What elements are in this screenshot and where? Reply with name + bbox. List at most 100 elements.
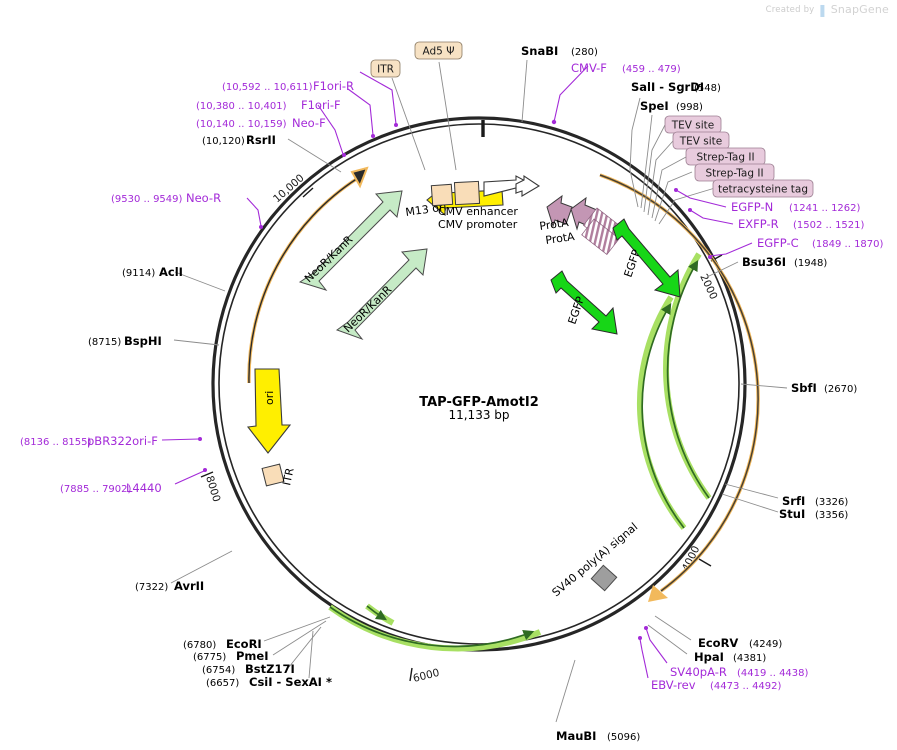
enzyme-label-snabi-name[interactable]: SnaBI bbox=[521, 44, 558, 58]
enzyme-label-spei-name[interactable]: SpeI bbox=[640, 99, 669, 113]
enzyme-label-ecorv-name[interactable]: EcoRV bbox=[698, 636, 738, 650]
boxed-label-strep-tag-2: Strep-Tag II bbox=[694, 163, 775, 182]
orf-orange-arc bbox=[247, 166, 760, 602]
boxed-label-tetracysteine: tetracysteine tag bbox=[712, 179, 814, 198]
primer-label-exfp-r-name[interactable]: EXFP-R bbox=[738, 217, 779, 231]
enzyme-label-ecori-pos: (6780) bbox=[183, 640, 216, 651]
watermark-created-label: Created by bbox=[765, 4, 815, 15]
feature-label-cmv-enhancer: CMV enhancer bbox=[438, 205, 518, 218]
enzyme-label-bsphi-pos: (8715) bbox=[88, 337, 121, 348]
plasmid-title-block: TAP-GFP-AmotI2 11,133 bp bbox=[419, 395, 539, 422]
feature-tan-boxes bbox=[430, 180, 481, 207]
primer-label-f1ori-f-range: (10,380 .. 10,401) bbox=[196, 101, 287, 112]
feature-label-cmv-promoter: CMV promoter bbox=[438, 218, 518, 231]
primer-label-f1ori-r-range: (10,592 .. 10,611) bbox=[222, 82, 313, 93]
boxed-label-tev-site-2-text: TEV site bbox=[679, 136, 723, 148]
enzyme-label-bsphi-name[interactable]: BspHI bbox=[124, 334, 162, 348]
enzyme-label-sbfi-pos: (2670) bbox=[824, 384, 857, 395]
boxed-label-tev-site-1: TEV site bbox=[664, 115, 722, 134]
orf-green-arc-right bbox=[636, 252, 712, 530]
primer-label-neo-f-range: (10,140 .. 10,159) bbox=[196, 119, 287, 130]
enzyme-label-csii-sexai-pos: (6657) bbox=[206, 678, 239, 689]
primer-label-egfp-c-name[interactable]: EGFP-C bbox=[757, 236, 799, 250]
enzyme-label-bstz17i-pos: (6754) bbox=[202, 665, 235, 676]
primer-leader-lines bbox=[161, 65, 753, 679]
boxed-label-strep-tag-2-text: Strep-Tag II bbox=[705, 168, 763, 180]
feature-label-neor-kanr-2: NeoR/KanR bbox=[341, 283, 394, 335]
enzyme-label-hpai-pos: (4381) bbox=[733, 653, 766, 664]
feature-label-prota-2: ProtA bbox=[545, 230, 576, 247]
plasmid-size: 11,133 bp bbox=[448, 408, 509, 422]
enzyme-label-acli-name[interactable]: AclI bbox=[159, 265, 183, 279]
feature-tag-cluster bbox=[581, 207, 625, 255]
feature-label-prota-1: ProtA bbox=[539, 216, 570, 233]
feature-label-itr-left: ITR bbox=[280, 466, 296, 486]
enzyme-label-sbfi-name[interactable]: SbfI bbox=[791, 381, 817, 395]
primer-label-f1ori-r-name[interactable]: F1ori-R bbox=[313, 79, 354, 93]
leader-lines bbox=[170, 59, 788, 723]
enzyme-label-bsu36i-pos: (1948) bbox=[794, 258, 827, 269]
feature-egfp-1: EGFP bbox=[612, 218, 681, 298]
boxed-label-itr-top-text: ITR bbox=[377, 64, 394, 76]
feature-label-sv40-polya: SV40 poly(A) signal bbox=[550, 520, 641, 599]
enzyme-label-hpai-name[interactable]: HpaI bbox=[694, 650, 724, 664]
primer-label-ebv-rev-range: (4473 .. 4492) bbox=[710, 681, 782, 692]
enzyme-label-stui-name[interactable]: StuI bbox=[779, 507, 805, 521]
enzyme-label-stui-pos: (3356) bbox=[815, 510, 848, 521]
boxed-label-itr-top: ITR bbox=[370, 59, 401, 78]
feature-neor-kanr-1: NeoR/KanR bbox=[298, 190, 403, 291]
boxed-label-tev-site-1-text: TEV site bbox=[671, 120, 715, 132]
enzyme-label-acli-pos: (9114) bbox=[122, 268, 155, 279]
primer-label-neo-r-range: (9530 .. 9549) bbox=[111, 194, 183, 205]
orf-green-arc-bottom bbox=[328, 603, 542, 652]
enzyme-label-bstz17i-name[interactable]: BstZ17I bbox=[245, 662, 295, 676]
primer-label-cmv-f-name[interactable]: CMV-F bbox=[571, 61, 607, 75]
feature-ori: ori bbox=[246, 368, 292, 454]
enzyme-label-sali-sgrdi-name[interactable]: SalI - SgrDI bbox=[631, 80, 704, 94]
feature-label-egfp-2: EGFP bbox=[566, 295, 588, 326]
primer-labels: CMV-F (459 .. 479) EGFP-N (1241 .. 1262)… bbox=[20, 61, 884, 692]
enzyme-label-pmei-pos: (6775) bbox=[193, 652, 226, 663]
boxed-label-ad5-psi: Ad5 Ψ bbox=[414, 41, 463, 60]
enzyme-label-sali-sgrdi-pos: (548) bbox=[694, 83, 721, 94]
primer-label-l4440-name[interactable]: L4440 bbox=[126, 481, 162, 495]
feature-egfp-2: EGFP bbox=[550, 270, 618, 335]
feature-cmv: CMV enhancer CMV promoter bbox=[438, 174, 541, 231]
primer-label-sv40pa-r-range: (4419 .. 4438) bbox=[737, 668, 809, 679]
enzyme-label-csii-sexai-name[interactable]: CsiI - SexAI * bbox=[249, 675, 332, 689]
enzyme-label-snabi-pos: (280) bbox=[571, 47, 598, 58]
feature-label-egfp-1: EGFP bbox=[622, 248, 644, 279]
enzyme-label-rsrii-pos: (10,120) bbox=[202, 136, 245, 147]
primer-label-neo-f-name[interactable]: Neo-F bbox=[292, 116, 326, 130]
enzyme-label-maubi-name[interactable]: MauBI bbox=[556, 729, 596, 743]
boxed-label-strep-tag-1: Strep-Tag II bbox=[685, 147, 766, 166]
snapgene-logo-icon: ❚ bbox=[817, 2, 828, 17]
enzyme-label-avrii-name[interactable]: AvrII bbox=[174, 579, 204, 593]
enzyme-label-srfi-name[interactable]: SrfI bbox=[782, 494, 805, 508]
enzyme-label-srfi-pos: (3326) bbox=[815, 497, 848, 508]
enzyme-labels: SnaBI (280) SalI - SgrDI (548) SpeI (998… bbox=[88, 44, 857, 743]
primer-label-egfp-c-range: (1849 .. 1870) bbox=[812, 239, 884, 250]
enzyme-label-spei-pos: (998) bbox=[676, 102, 703, 113]
feature-neor-kanr-2: NeoR/KanR bbox=[335, 248, 428, 341]
primer-label-pbr322ori-f-name[interactable]: pBR322ori-F bbox=[87, 434, 158, 448]
primer-label-neo-r-name[interactable]: Neo-R bbox=[186, 191, 221, 205]
enzyme-label-ecori-name[interactable]: EcoRI bbox=[226, 637, 262, 651]
tick-label-10000: 10,000 bbox=[271, 172, 307, 205]
boxed-label-ad5-psi-text: Ad5 Ψ bbox=[423, 46, 455, 58]
enzyme-label-ecorv-pos: (4249) bbox=[749, 639, 782, 650]
primer-label-cmv-f-range: (459 .. 479) bbox=[622, 64, 681, 75]
snapgene-watermark: Created by ❚ SnapGene bbox=[766, 3, 889, 16]
tick-label-6000: 6000 bbox=[412, 667, 441, 685]
primer-label-f1ori-f-name[interactable]: F1ori-F bbox=[301, 98, 341, 112]
primer-label-ebv-rev-name[interactable]: EBV-rev bbox=[651, 678, 696, 692]
enzyme-label-rsrii-name[interactable]: RsrII bbox=[246, 133, 276, 147]
enzyme-label-pmei-name[interactable]: PmeI bbox=[236, 649, 269, 663]
enzyme-label-bsu36i-name[interactable]: Bsu36I bbox=[742, 255, 786, 269]
boxed-label-tev-site-2: TEV site bbox=[672, 131, 730, 150]
primer-label-sv40pa-r-name[interactable]: SV40pA-R bbox=[670, 665, 727, 679]
primer-label-egfp-n-name[interactable]: EGFP-N bbox=[731, 200, 773, 214]
watermark-brand-label: SnapGene bbox=[830, 3, 889, 16]
